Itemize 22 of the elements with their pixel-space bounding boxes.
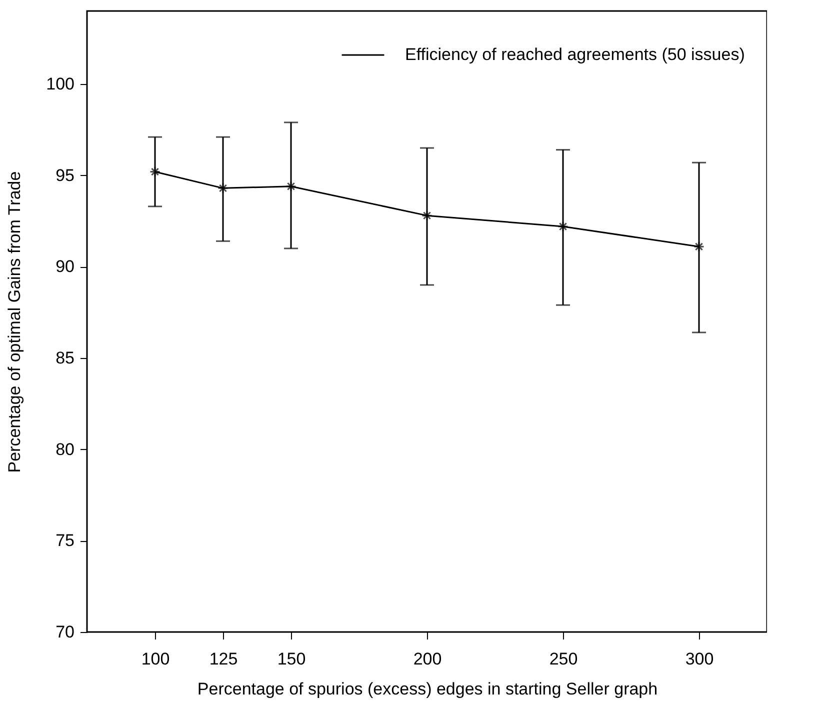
x-tick-label: 125: [209, 650, 238, 668]
x-axis-title: Percentage of spurios (excess) edges in starting Seller graph: [197, 680, 658, 698]
y-tick-label: 75: [56, 531, 74, 550]
y-axis-title: Percentage of optimal Gains from Trade: [5, 171, 24, 473]
x-tick-label: 150: [277, 650, 306, 668]
x-tick-label: 200: [413, 650, 442, 668]
legend-label: Efficiency of reached agreements (50 issues): [405, 45, 745, 64]
point: [286, 180, 296, 192]
point: [422, 210, 432, 222]
point: [218, 182, 228, 194]
point: [558, 221, 568, 232]
x-tick-label: 250: [549, 650, 578, 668]
point: [150, 166, 160, 178]
x-tick-label: 300: [685, 650, 714, 668]
y-tick-label: 95: [56, 166, 74, 185]
y-tick-label: 100: [46, 74, 74, 94]
y-tick-label: 90: [56, 257, 74, 276]
y-tick-label: 80: [56, 440, 74, 459]
point: [694, 241, 704, 252]
y-tick-label: 85: [56, 348, 74, 368]
x-tick-label: 100: [141, 650, 170, 668]
y-tick-label: 70: [56, 622, 74, 642]
